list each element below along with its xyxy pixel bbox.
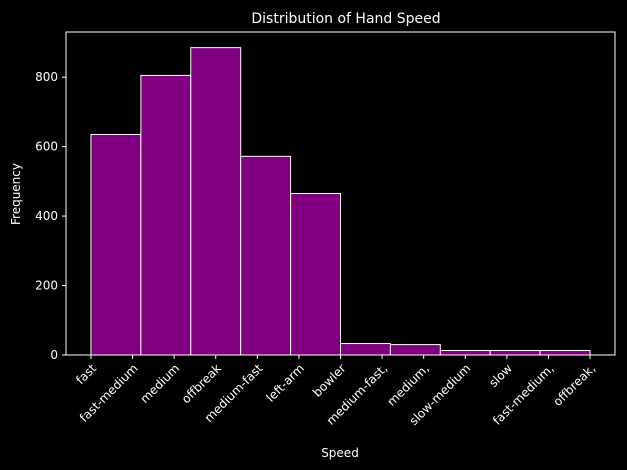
chart-title: Distribution of Hand Speed	[251, 11, 440, 27]
y-axis-label: Frequency	[9, 163, 23, 225]
bar-6	[389, 344, 441, 356]
bar-7	[439, 349, 491, 356]
bar-5	[340, 343, 391, 356]
bar-2	[190, 47, 242, 356]
bars-group	[90, 47, 591, 356]
y-tick-label-0: 0	[50, 348, 58, 362]
bar-8	[489, 349, 541, 356]
bar-3	[240, 155, 292, 356]
y-tick-label-1: 200	[35, 279, 58, 293]
y-tick-label-2: 400	[35, 209, 58, 223]
x-axis-label: Speed	[321, 446, 359, 460]
y-tick-label-3: 600	[35, 140, 58, 154]
bar-4	[290, 193, 342, 356]
bar-1	[140, 74, 192, 356]
bar-9	[539, 349, 591, 356]
bar-0	[90, 133, 142, 356]
y-tick-label-4: 800	[35, 70, 58, 84]
y-ticks-group: 0 200 400 600 800	[35, 70, 66, 362]
